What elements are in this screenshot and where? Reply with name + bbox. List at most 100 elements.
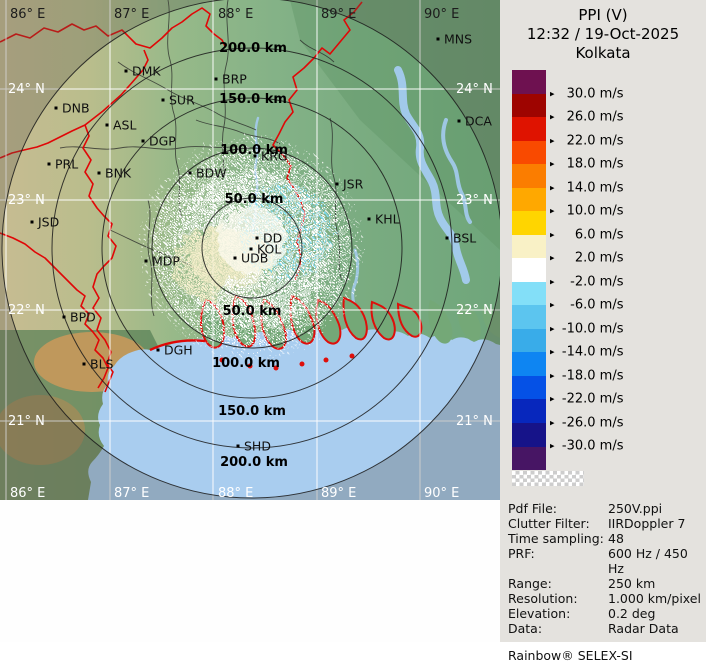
colorbar-tick: ▸ 22.0 m/s xyxy=(550,133,623,148)
metadata-row: Range: 250 km xyxy=(508,576,704,591)
radar-map: 200.0 km 150.0 km 100.0 km 50.0 km 50.0 km 10… xyxy=(0,0,503,501)
tick-arrow-icon: ▸ xyxy=(550,253,555,264)
station-label-BDW: BDW xyxy=(196,166,227,181)
lat-label-right: 23° N xyxy=(456,193,493,208)
station-dot-PRL xyxy=(47,162,51,166)
tick-unit: m/s xyxy=(595,156,624,172)
colorbar-band xyxy=(512,422,546,447)
station-markers: MNS DMK BRP SUR DNB DCA ASL DGP KRG PRL BDW BNK JSR K… xyxy=(30,32,492,454)
tick-arrow-icon: ▸ xyxy=(550,136,555,147)
station-dot-DCA xyxy=(457,119,461,123)
colorbar-tick: ▸ 6.0 m/s xyxy=(550,227,623,242)
station-label-DNB: DNB xyxy=(62,101,90,116)
colorbar-tick: ▸ -10.0 m/s xyxy=(550,321,623,336)
colorbar-band xyxy=(512,328,546,353)
colorbar-tick: ▸ 30.0 m/s xyxy=(550,86,623,101)
station-dot-JSD xyxy=(30,220,34,224)
tick-value: 26.0 xyxy=(566,109,596,125)
tick-arrow-icon: ▸ xyxy=(550,89,555,100)
metadata-label: PRF: xyxy=(508,546,535,561)
station-label-JSD: JSD xyxy=(37,215,59,230)
tick-arrow-icon: ▸ xyxy=(550,347,555,358)
metadata-label: Clutter Filter: xyxy=(508,516,590,531)
scan-datetime: 12:32 / 19-Oct-2025 xyxy=(526,25,680,43)
metadata-label: Time sampling: xyxy=(508,531,604,546)
colorbar-band xyxy=(512,446,546,471)
tick-value: 10.0 xyxy=(566,203,596,219)
metadata-row: Data: Radar Data xyxy=(508,621,704,636)
lon-label-top: 87° E xyxy=(114,7,149,22)
tick-unit: m/s xyxy=(595,297,624,313)
station-label-UDB: UDB xyxy=(241,251,268,266)
range-ring-label: 200.0 km xyxy=(219,41,287,56)
metadata-value: 250V.ppi xyxy=(608,501,663,516)
station-dot-KHL xyxy=(367,217,371,221)
metadata-label: Data: xyxy=(508,621,543,636)
tick-value: 30.0 xyxy=(566,86,596,102)
station-label-SUR: SUR xyxy=(169,93,195,108)
station-label-ASL: ASL xyxy=(113,118,136,133)
station-dot-BPD xyxy=(62,315,66,319)
station-label-BSL: BSL xyxy=(453,231,476,246)
station-label-DCA: DCA xyxy=(465,114,492,129)
station-label-JSR: JSR xyxy=(342,177,364,192)
lon-label-bottom: 90° E xyxy=(424,486,459,500)
station-dot-DGH xyxy=(156,348,160,352)
station-dot-BNK xyxy=(97,171,101,175)
metadata-value: Radar Data xyxy=(608,621,679,636)
station-dot-SHD xyxy=(236,444,240,448)
tick-unit: m/s xyxy=(595,250,624,266)
tick-unit: m/s xyxy=(595,274,624,290)
colorbar-tick: ▸ 14.0 m/s xyxy=(550,180,623,195)
title-block: PPI (V) 12:32 / 19-Oct-2025 Kolkata xyxy=(500,6,706,63)
velocity-colorbar xyxy=(512,70,546,471)
range-rings xyxy=(1,0,503,499)
tick-unit: m/s xyxy=(595,368,624,384)
delta-islets xyxy=(219,353,355,371)
tick-unit: m/s xyxy=(595,180,624,196)
tick-value: 18.0 xyxy=(566,156,596,172)
tick-arrow-icon: ▸ xyxy=(550,277,555,288)
colorbar-band xyxy=(512,258,546,282)
tick-unit: m/s xyxy=(595,109,624,125)
tick-value: -26.0 xyxy=(561,415,596,431)
metadata-panel: Pdf File: 250V.ppi Clutter Filter: IIRDoppl… xyxy=(508,501,704,663)
colorbar-band xyxy=(512,234,546,259)
colorbar-tick: ▸ -18.0 m/s xyxy=(550,368,623,383)
lon-label-top: 88° E xyxy=(218,7,253,22)
station-dot-MDP xyxy=(144,259,148,263)
tick-value: 2.0 xyxy=(574,250,596,266)
metadata-value: 1.000 km/pixel xyxy=(608,591,701,606)
tick-value: 14.0 xyxy=(566,180,596,196)
colorbar-tick: ▸ -30.0 m/s xyxy=(550,439,623,454)
range-ring-label: 50.0 km xyxy=(223,304,282,319)
range-ring-label: 150.0 km xyxy=(218,404,286,419)
range-ring-labels: 200.0 km 150.0 km 100.0 km 50.0 km 50.0 km 10… xyxy=(212,41,288,470)
station-label-PRL: PRL xyxy=(55,157,78,172)
metadata-row: Elevation: 0.2 deg xyxy=(508,606,704,621)
station-label-MNS: MNS xyxy=(444,32,472,47)
tick-value: 6.0 xyxy=(574,227,596,243)
product-title: PPI (V) xyxy=(578,6,628,24)
tick-arrow-icon: ▸ xyxy=(550,300,555,311)
tick-value: -10.0 xyxy=(561,321,596,337)
tick-arrow-icon: ▸ xyxy=(550,418,555,429)
lon-label-bottom: 88° E xyxy=(218,486,253,500)
lon-label-top: 90° E xyxy=(424,7,459,22)
station-label-BPD: BPD xyxy=(70,310,96,325)
colorbar-band xyxy=(512,375,546,400)
tick-value: -6.0 xyxy=(570,297,596,313)
lat-label-right: 24° N xyxy=(456,82,493,97)
range-ring-label: 50.0 km xyxy=(225,192,284,207)
metadata-label: Range: xyxy=(508,576,552,591)
station-label-KRG: KRG xyxy=(261,149,288,164)
metadata-row: Time sampling: 48 xyxy=(508,531,704,546)
station-dot-DNB xyxy=(54,106,58,110)
lat-label-right: 22° N xyxy=(456,303,493,318)
colorbar-band xyxy=(512,281,546,306)
lon-label-top: 86° E xyxy=(10,7,45,22)
tick-arrow-icon: ▸ xyxy=(550,394,555,405)
range-ring-150km xyxy=(101,97,403,399)
station-dot-KOL xyxy=(249,247,253,251)
lat-label-left: 23° N xyxy=(8,193,45,208)
